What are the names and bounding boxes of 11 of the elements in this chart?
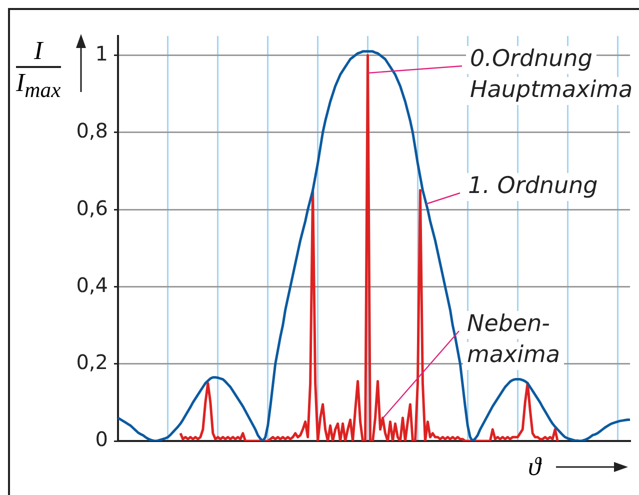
y-tick-label: 1 [95, 41, 108, 66]
annotation: 0.Ordnung Hauptmaxima [470, 46, 633, 103]
y-tick-label: 0,2 [76, 350, 108, 374]
y-tick-label: 0,4 [76, 272, 108, 297]
y-tick-label: 0,6 [76, 196, 108, 220]
annotation: Neben- maxima [467, 310, 560, 368]
y-tick-label: 0 [95, 427, 108, 452]
y-axis-title: I I$_{max}$ [16, 36, 61, 104]
annotation: 1. Ordnung [468, 172, 598, 199]
y-tick-label: 0,8 [76, 118, 108, 143]
x-axis-title: ϑ [528, 452, 541, 482]
